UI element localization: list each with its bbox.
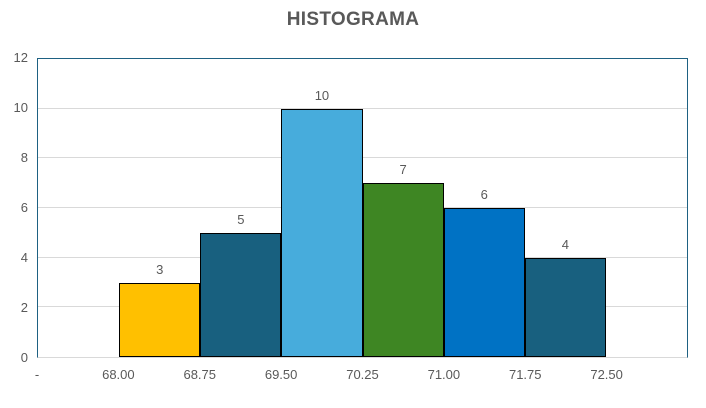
y-axis-tick-label: 4 [20,250,28,266]
x-axis-tick-label: 71.75 [508,367,542,382]
x-axis-tick-label: 68.00 [102,367,135,382]
x-axis-tick-label: 69.50 [264,367,298,382]
bar-value-label: 6 [480,187,488,202]
bar-value-label: 3 [156,261,164,277]
bar-value-label: 7 [399,162,407,178]
histogram-bar-69.50-70.25 [281,108,363,357]
bar-value-label: 5 [237,211,245,227]
x-axis-tick-label: 68.75 [183,367,217,382]
y-axis-tick-label: 10 [13,100,28,115]
y-axis-tick-label: 6 [20,200,28,215]
histogram-bar-70.25-71.00 [362,183,444,357]
y-axis-tick-label: 0 [20,350,28,365]
y-axis-tick-label: 2 [20,300,28,316]
y-axis-tick-label: 12 [13,50,28,65]
y-axis: 0 2 4 6 8 10 12 [0,50,28,365]
x-axis-tick-label: 71.00 [427,367,461,382]
y-axis-tick-label: 8 [20,150,28,166]
gridline [38,157,687,159]
bar-value-label: 4 [561,236,569,252]
x-axis-tick-label: 70.25 [346,367,379,382]
x-axis: - 68.00 68.75 69.50 70.25 71.00 71.75 72.50 [34,367,688,385]
histogram-bar-68.75-69.50 [200,232,282,357]
histogram-bar-71.00-71.75 [443,208,525,357]
histogram-bar-68.00-68.75 [119,282,201,357]
x-axis-tick-label: 72.50 [590,367,623,382]
bar-value-label: 10 [314,87,330,103]
plot-area: 3 5 10 7 6 4 [37,58,688,358]
histogram-bar-71.75-72.50 [524,257,606,357]
chart-title: HISTOGRAMA [286,9,420,30]
gridline [38,107,687,109]
x-axis-tick-label: - [34,367,40,382]
